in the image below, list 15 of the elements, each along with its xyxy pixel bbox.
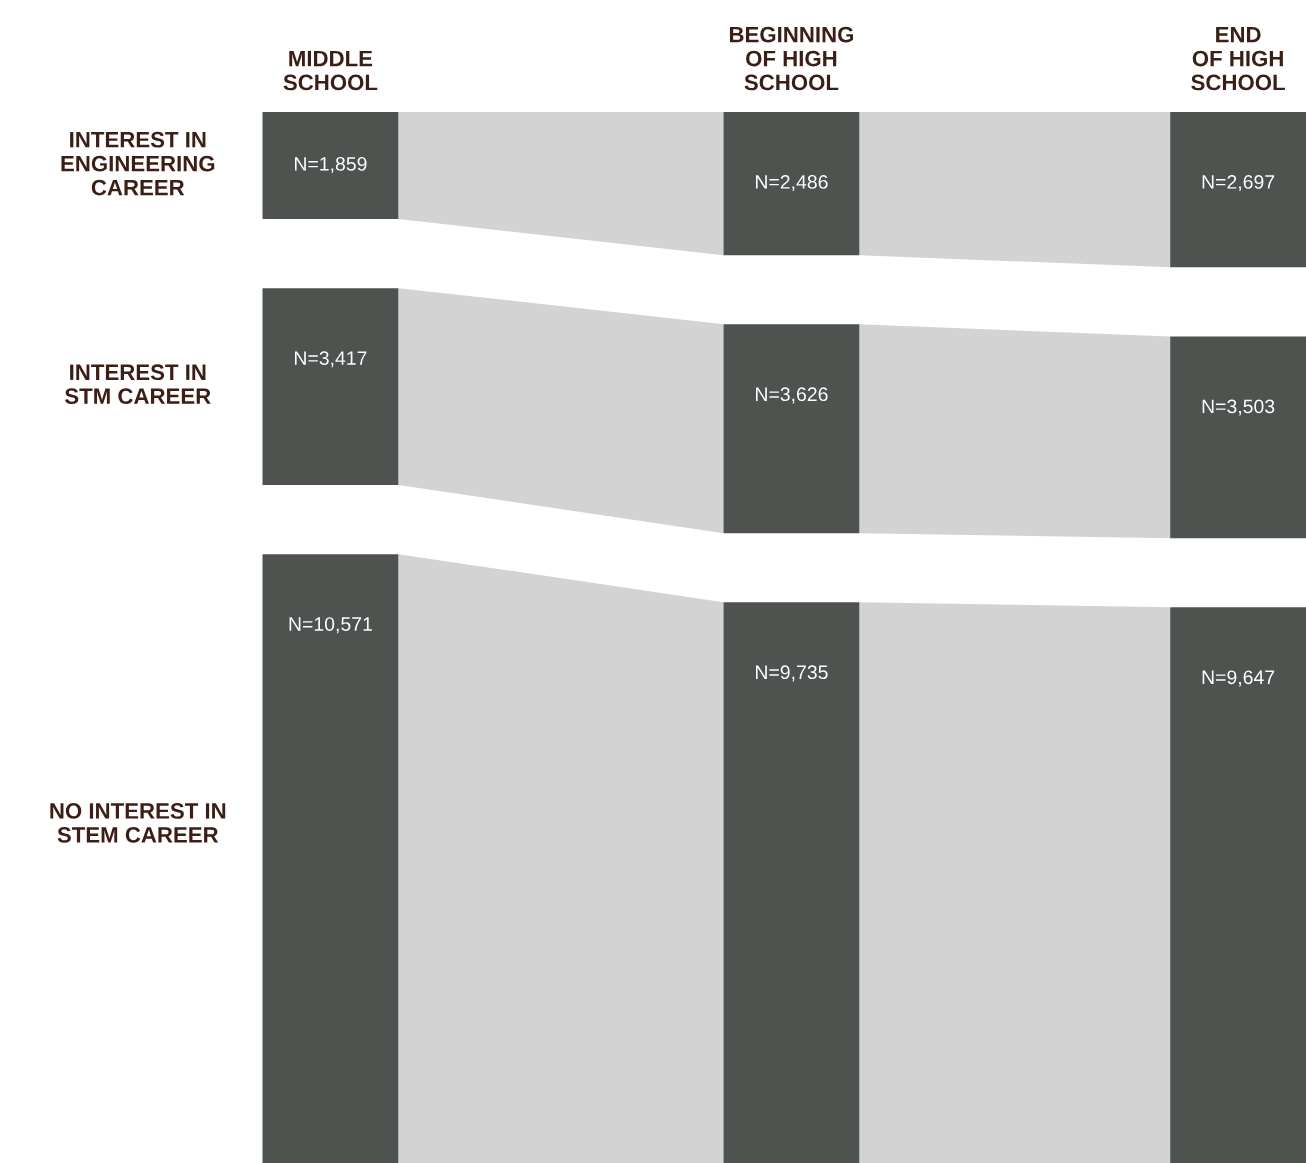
data-label: N=9,735 [756, 665, 828, 682]
data-label: N=1,859 [294, 156, 367, 174]
series-label: NO INTEREST IN STEM CAREER [50, 803, 226, 843]
data-label: N=10,571 [289, 617, 372, 634]
category-label: END OF HIGH SCHOOL [1191, 26, 1285, 91]
category-label: MIDDLE SCHOOL [283, 50, 378, 91]
text: INTEREST IN STM CAREER [64, 364, 211, 405]
data-label: N=3,626 [756, 387, 828, 404]
data-label: N=2,697 [1202, 175, 1275, 192]
data-label: N=3,503 [1202, 399, 1275, 416]
data-label: N=3,417 [294, 351, 367, 368]
data-label: N=9,647 [1202, 670, 1275, 687]
data-label: N=2,486 [756, 175, 828, 192]
category-label: BEGINNING OF HIGH SCHOOL [729, 26, 854, 91]
text: INTEREST IN ENGINEERING CAREER [61, 131, 215, 196]
